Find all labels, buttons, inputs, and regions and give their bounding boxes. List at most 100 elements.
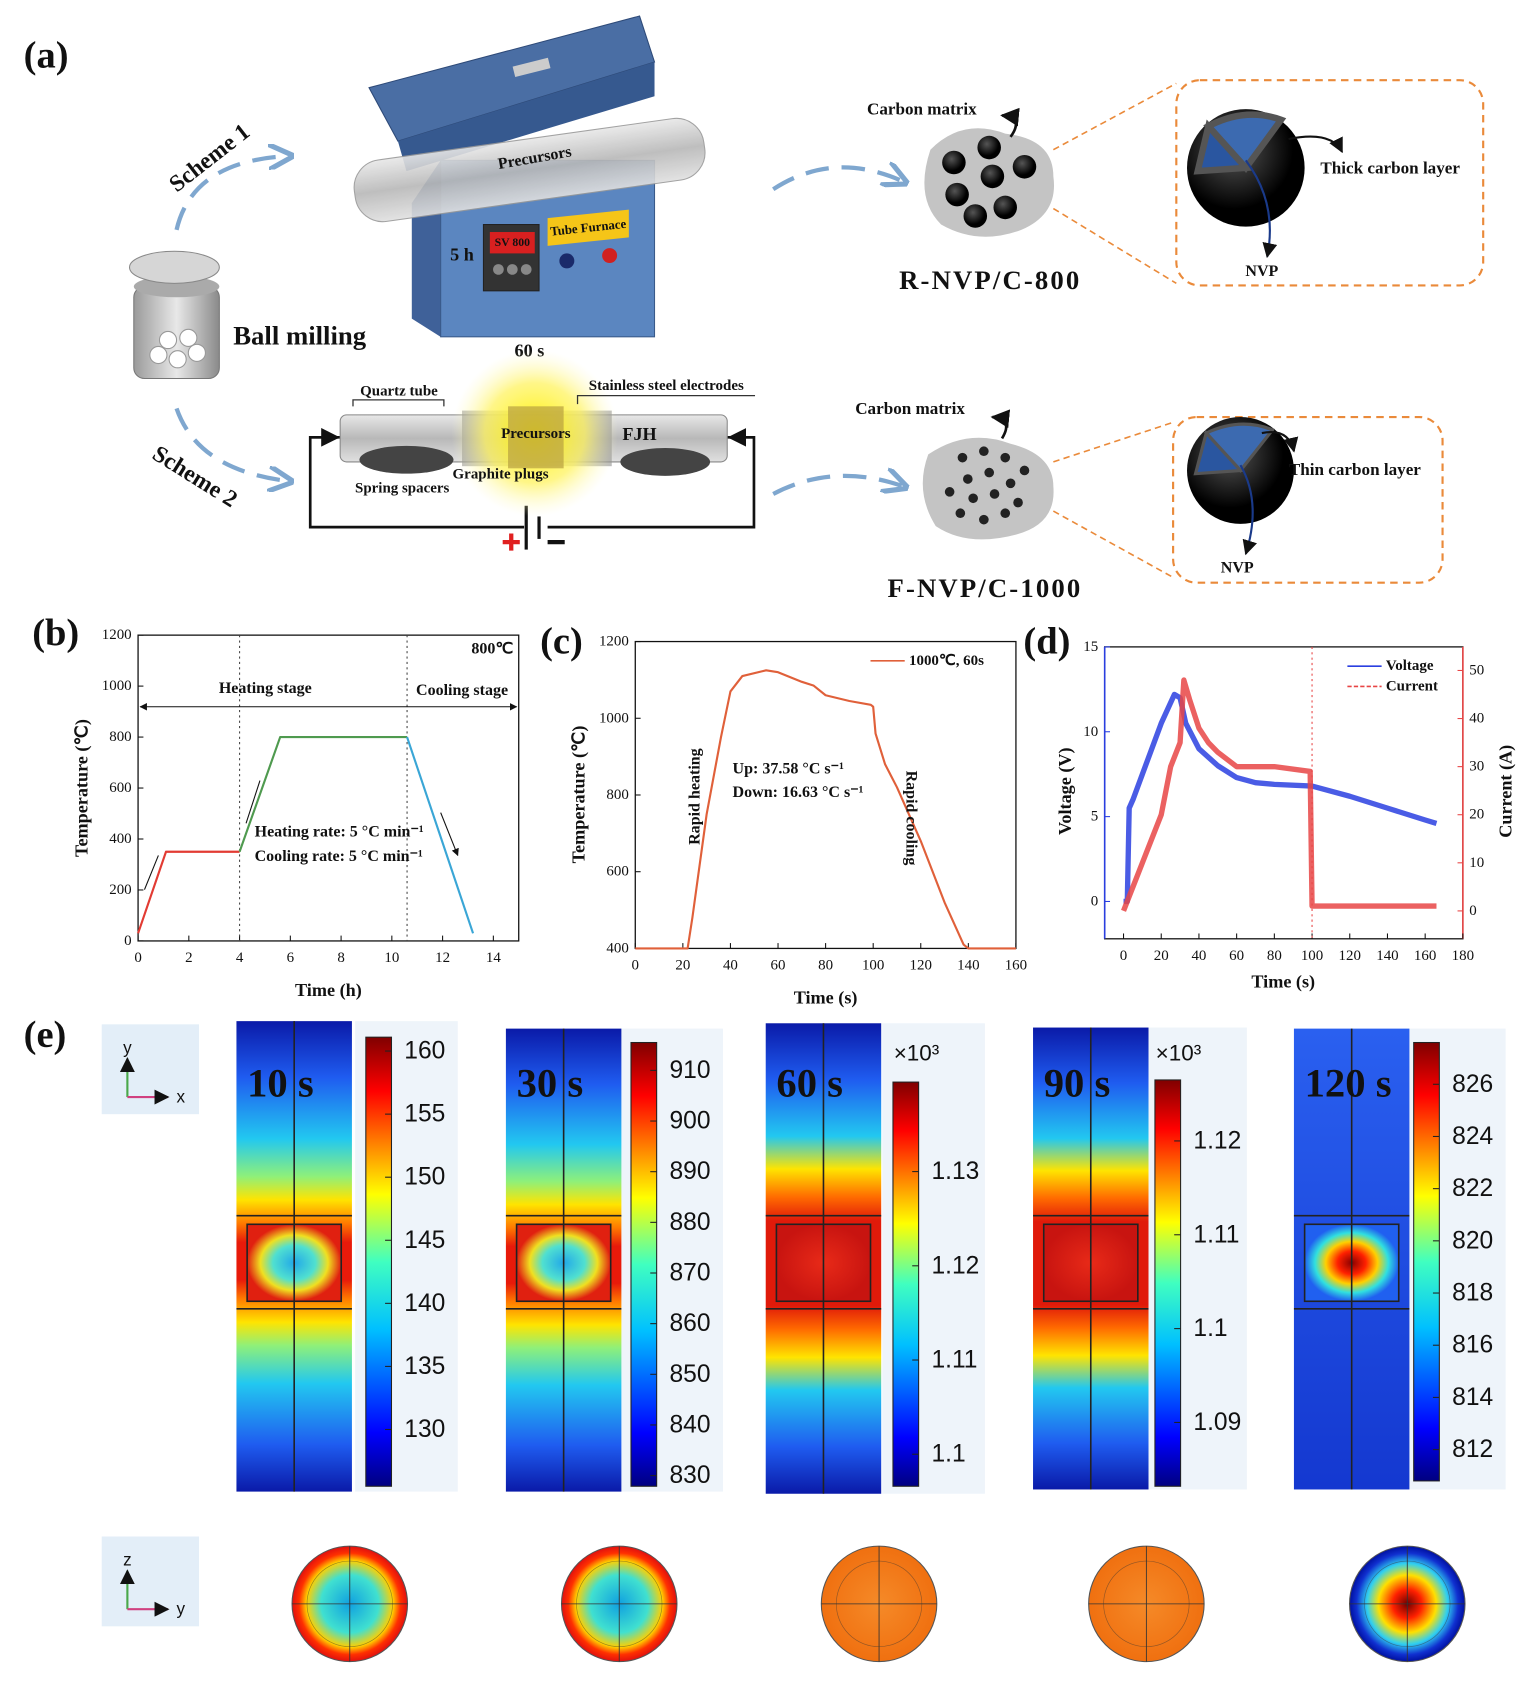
colorbar-tick-label: 135 xyxy=(404,1353,445,1380)
data-line xyxy=(137,850,240,934)
colorbar-tick-label: 818 xyxy=(1452,1280,1493,1307)
x-tick-label: 20 xyxy=(675,958,690,974)
x-tick-label: 120 xyxy=(1339,948,1361,964)
y-tick-label: 1000 xyxy=(599,710,629,726)
x-tick-label: 160 xyxy=(1005,958,1027,974)
y-tick-label: 1200 xyxy=(102,627,132,643)
x-tick-label: 140 xyxy=(1376,948,1398,964)
legend-label: Voltage xyxy=(1386,658,1434,674)
colorbar-tick-label: 150 xyxy=(404,1164,445,1191)
x-tick-label: 120 xyxy=(910,958,932,974)
colorbar-tick-label: 155 xyxy=(404,1101,445,1128)
particle-f xyxy=(922,409,1444,584)
colorbar xyxy=(630,1041,658,1487)
display-label: SV 800 xyxy=(495,236,530,249)
y2-tick-label: 30 xyxy=(1469,759,1484,775)
cross-section-lines xyxy=(561,1546,677,1662)
x-tick-label: 0 xyxy=(1120,948,1127,964)
cross-section-ring xyxy=(1364,1560,1451,1647)
time-label: 30 s xyxy=(517,1061,584,1106)
axis-icon-bg xyxy=(101,1024,200,1115)
plot-frame xyxy=(137,634,520,942)
colorbar-tick-label: 1.11 xyxy=(931,1347,977,1374)
y-tick-label: 0 xyxy=(124,933,131,949)
y-tick-label: 0 xyxy=(1091,893,1098,909)
axis-icon-bg xyxy=(101,1536,200,1627)
data-line xyxy=(1123,691,1438,905)
colorbar-tick-label: 840 xyxy=(669,1411,710,1438)
colorbar-tick-label: 870 xyxy=(669,1260,710,1287)
panel-label: (c) xyxy=(540,621,583,663)
x-tick-label: 160 xyxy=(1414,948,1436,964)
chart: 0 20 40 60 80 100 120 140 160 400 600 800 1000 1200 10… xyxy=(540,621,1027,1009)
callout-label: NVP xyxy=(1245,263,1278,280)
process-label: Ball milling xyxy=(233,321,367,351)
panel-label: (e) xyxy=(24,1014,67,1056)
axis-icon-label: z xyxy=(123,1551,132,1570)
x-tick-label: 80 xyxy=(1267,948,1282,964)
cross-section-ring xyxy=(306,1560,393,1647)
colorbar-tick-label: 822 xyxy=(1452,1175,1493,1202)
fjh-setup xyxy=(308,349,756,551)
x-tick-label: 12 xyxy=(435,950,450,966)
colorbar-tick-label: 826 xyxy=(1452,1071,1493,1098)
colorbar-tick-label: 900 xyxy=(669,1108,710,1135)
colorbar-tick-label: 1.1 xyxy=(1193,1315,1227,1342)
scheme-label: Scheme 2 xyxy=(148,441,242,513)
part-label: Spring spacers xyxy=(355,481,449,497)
time-label: 10 s xyxy=(247,1061,314,1106)
particle-r xyxy=(924,79,1485,287)
annotation: Heating stage xyxy=(219,680,312,697)
annotation: Up: 37.58 °C s⁻¹ xyxy=(733,760,845,777)
x-tick-label: 0 xyxy=(632,958,639,974)
callout-label: Carbon matrix xyxy=(867,100,977,119)
heatmap-lines xyxy=(505,1028,622,1492)
colorbar-tick-label: 910 xyxy=(669,1057,710,1084)
x-tick-label: 100 xyxy=(1301,948,1323,964)
heatmap-panel: 90 s 1.12 1.11 1.1 1.09 ×10³ xyxy=(1033,1027,1247,1663)
colorbar-tick-label: 860 xyxy=(669,1310,710,1337)
colorbar xyxy=(1154,1079,1182,1487)
x-tick-label: 14 xyxy=(486,950,501,966)
legend-label: 1000℃, 60s xyxy=(909,653,984,669)
x-tick-label: 100 xyxy=(862,958,884,974)
duration-label: 5 h xyxy=(450,244,474,264)
y2-tick-label: 50 xyxy=(1469,662,1484,678)
colorbar-tick-label: 1.12 xyxy=(931,1252,979,1279)
chart: 0 20 40 60 80 100 120 140 160 180 0 5 10 15 0 10 20 30 40 5… xyxy=(1023,621,1516,993)
y-tick-label: 1200 xyxy=(599,634,629,650)
heatmap-panel: 60 s 1.13 1.12 1.11 1.1 ×10³ xyxy=(765,1023,985,1663)
part-label: Quartz tube xyxy=(360,383,438,399)
colorbar-tick-label: 816 xyxy=(1452,1332,1493,1359)
x-tick-label: 60 xyxy=(771,958,786,974)
cross-section-lines xyxy=(292,1546,408,1662)
x-tick-label: 0 xyxy=(134,950,141,966)
y-tick-label: 600 xyxy=(606,864,628,880)
y-tick-label: 10 xyxy=(1083,724,1098,740)
y2-axis-title: Current (A) xyxy=(1496,745,1517,838)
colorbar-tick-label: 1.12 xyxy=(1193,1127,1241,1154)
heatmap-lines xyxy=(1033,1027,1149,1490)
axis-icon-label: y xyxy=(123,1038,132,1057)
panel-label: (a) xyxy=(24,35,69,77)
colorbar-tick-label: 880 xyxy=(669,1209,710,1236)
colorbar-multiplier: ×10³ xyxy=(894,1041,940,1066)
time-label: 120 s xyxy=(1305,1061,1392,1106)
x-tick-label: 80 xyxy=(818,958,833,974)
y-tick-label: 800 xyxy=(109,729,131,745)
y-axis-title: Voltage (V) xyxy=(1055,747,1076,835)
x-tick-label: 140 xyxy=(957,958,979,974)
time-label: 90 s xyxy=(1044,1061,1111,1106)
cross-section-ring xyxy=(1103,1560,1190,1647)
chart: 0 2 4 6 8 10 12 14 0 200 400 600 800 1000 1200 Time (h)… xyxy=(32,612,520,1001)
x-axis-title: Time (s) xyxy=(1251,972,1315,993)
colorbar-tick-label: 850 xyxy=(669,1361,710,1388)
cross-section-ring xyxy=(576,1560,663,1647)
cross-section-lines xyxy=(821,1546,937,1662)
y-tick-label: 600 xyxy=(109,780,131,796)
colorbar-tick-label: 1.09 xyxy=(1193,1409,1241,1436)
cross-section-ring xyxy=(835,1560,923,1647)
annotation: Rapid cooling xyxy=(903,771,920,866)
colorbar-tick-label: 145 xyxy=(404,1227,445,1254)
